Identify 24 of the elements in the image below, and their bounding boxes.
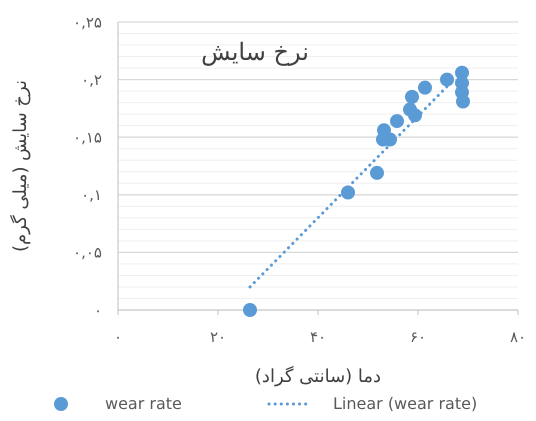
point <box>405 90 419 104</box>
legend-label: Linear (wear rate) <box>333 394 478 413</box>
x-tick-label: ۲۰ <box>210 328 226 346</box>
y-tick-label: ۰,۱۵ <box>73 128 102 146</box>
point <box>456 94 470 108</box>
y-tick-label: ۰ <box>94 301 102 320</box>
legend-label: wear rate <box>105 394 182 413</box>
point <box>341 185 355 200</box>
text: نرخ سایش <box>201 38 309 66</box>
x-tick-label: ۶۰ <box>410 328 426 346</box>
x-axis-title: دما (سانتی گراد) <box>254 365 382 387</box>
y-axis-title: نرخ سایش (میلی گرم) <box>9 80 31 252</box>
point <box>440 72 454 87</box>
x-tick-label: ۰ <box>114 328 122 346</box>
y-tick-label: ۰,۱ <box>81 186 102 204</box>
point <box>370 166 384 180</box>
x-tick-label: ۴۰ <box>310 328 326 346</box>
point <box>418 80 432 95</box>
point <box>390 114 404 128</box>
y-tick-label: ۰,۰۵ <box>73 244 102 262</box>
x-tick-label: ۸۰ <box>510 328 526 346</box>
point <box>243 303 257 317</box>
y-tick-label: ۰,۲۵ <box>73 13 102 32</box>
y-tick-label: ۰,۲ <box>81 70 102 89</box>
